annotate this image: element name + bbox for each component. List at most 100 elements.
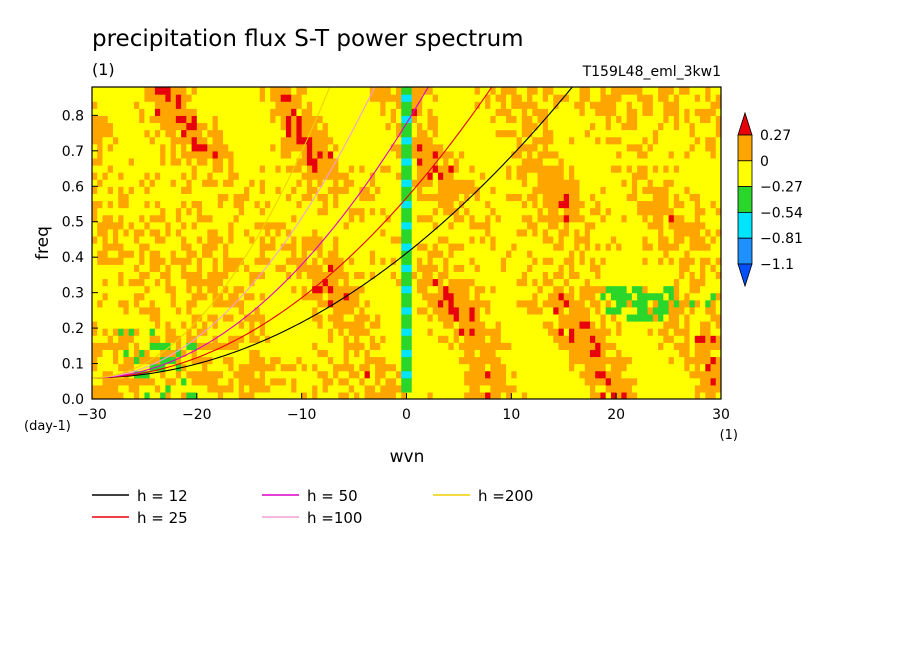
field-cell (102, 257, 109, 265)
field-cell (416, 363, 423, 372)
field-cell (495, 207, 502, 216)
field-cell (495, 115, 502, 124)
field-cell (270, 150, 277, 159)
field-cell (233, 313, 240, 322)
field-cell (249, 299, 256, 308)
field-cell (291, 243, 298, 251)
field-cell (92, 186, 98, 194)
field-cell (542, 264, 549, 272)
field-cell (427, 285, 434, 294)
field-cell (149, 264, 156, 272)
field-cell (658, 179, 664, 187)
field-cell (432, 391, 439, 399)
field-cell (542, 150, 549, 159)
field-cell (642, 129, 649, 138)
field-cell (396, 129, 402, 138)
field-cell (490, 115, 497, 124)
field-cell (144, 200, 151, 209)
field-cell (207, 335, 214, 343)
field-cell (663, 122, 670, 131)
field-cell (694, 257, 701, 265)
field-cell (275, 271, 282, 280)
field-cell (532, 136, 539, 145)
field-cell (490, 363, 497, 372)
field-cell (380, 363, 387, 372)
field-cell (301, 321, 308, 329)
field-cell (631, 129, 638, 138)
field-cell (595, 370, 602, 379)
field-cell (542, 122, 549, 131)
field-cell (479, 157, 486, 166)
field-cell (181, 165, 187, 173)
field-cell (280, 342, 287, 350)
field-cell (175, 200, 182, 209)
field-cell (700, 349, 706, 358)
field-cell (275, 243, 282, 251)
field-cell (306, 250, 313, 258)
field-cell (401, 221, 408, 230)
field-cell (406, 313, 413, 322)
field-cell (385, 264, 392, 272)
field-cell (416, 321, 423, 329)
field-cell (621, 328, 628, 336)
field-cell (637, 129, 643, 138)
field-cell (443, 363, 450, 372)
field-cell (458, 391, 465, 399)
field-cell (364, 108, 371, 116)
field-cell (92, 122, 98, 131)
field-cell (338, 356, 345, 365)
field-cell (312, 377, 318, 386)
field-cell (443, 328, 450, 336)
field-cell (217, 235, 224, 244)
field-cell (416, 235, 423, 244)
field-cell (385, 221, 392, 230)
field-cell (453, 228, 460, 237)
field-cell (291, 235, 298, 244)
field-cell (432, 228, 439, 237)
field-cell (280, 335, 287, 343)
field-cell (244, 221, 250, 230)
field-cell (527, 136, 533, 145)
field-cell (532, 207, 539, 216)
field-cell (296, 377, 303, 386)
field-cell (553, 313, 560, 322)
field-cell (506, 221, 512, 230)
field-cell (354, 306, 360, 315)
field-cell (548, 122, 554, 131)
field-cell (285, 271, 292, 280)
field-cell (306, 172, 313, 180)
field-cell (684, 384, 691, 393)
field-cell (385, 349, 392, 358)
field-cell (348, 285, 355, 294)
field-cell (715, 150, 721, 159)
field-cell (123, 157, 130, 166)
field-cell (233, 328, 240, 336)
field-cell (181, 207, 187, 216)
field-cell (574, 136, 581, 145)
field-cell (296, 342, 303, 350)
field-cell (453, 278, 460, 287)
field-cell (354, 292, 360, 301)
field-cell (369, 143, 376, 152)
field-cell (144, 115, 151, 124)
field-cell (144, 165, 151, 173)
field-cell (354, 101, 360, 109)
field-cell (579, 186, 586, 194)
field-cell (652, 136, 659, 145)
field-cell (228, 292, 235, 301)
field-cell (133, 136, 140, 145)
field-cell (317, 143, 324, 152)
field-cell (437, 370, 444, 379)
field-cell (553, 207, 560, 216)
field-cell (464, 285, 470, 294)
field-cell (348, 243, 355, 251)
field-cell (479, 306, 486, 315)
field-cell (474, 193, 481, 202)
field-cell (291, 200, 298, 209)
field-cell (626, 306, 633, 315)
field-cell (474, 150, 481, 159)
field-cell (715, 377, 721, 386)
field-cell (285, 243, 292, 251)
field-cell (437, 101, 444, 109)
field-cell (642, 363, 649, 372)
